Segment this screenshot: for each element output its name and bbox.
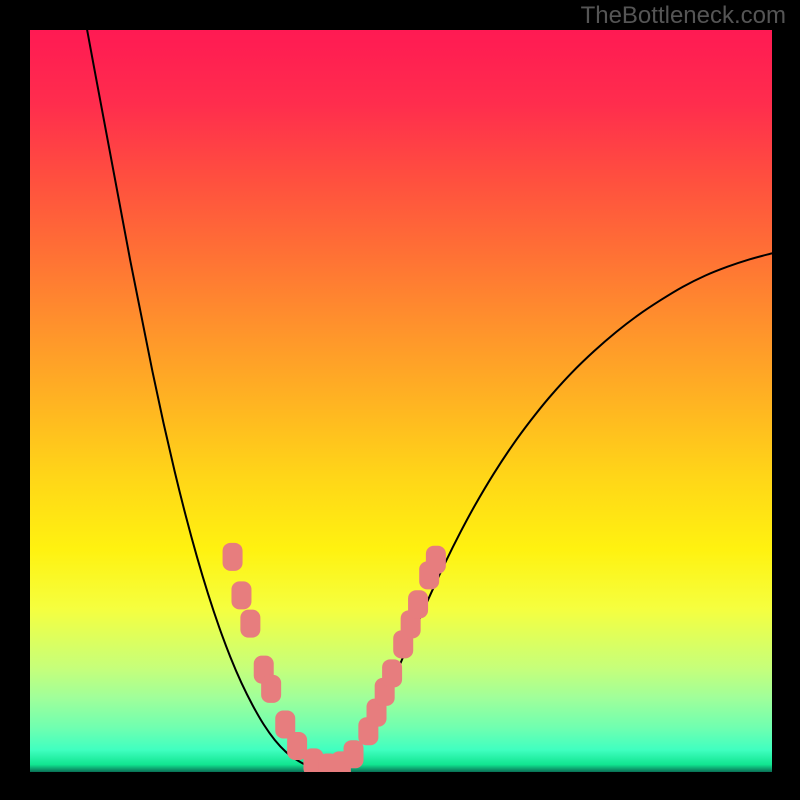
watermark-text: TheBottleneck.com [581, 2, 786, 30]
data-marker [408, 590, 428, 618]
data-marker [382, 659, 402, 687]
data-marker [240, 610, 260, 638]
bottleneck-chart [30, 30, 772, 772]
chart-svg-holder [30, 30, 772, 772]
data-marker [261, 675, 281, 703]
data-marker [231, 581, 251, 609]
data-marker [344, 740, 364, 768]
chart-container: TheBottleneck.com [0, 0, 800, 800]
data-marker [223, 543, 243, 571]
data-marker [426, 546, 446, 574]
